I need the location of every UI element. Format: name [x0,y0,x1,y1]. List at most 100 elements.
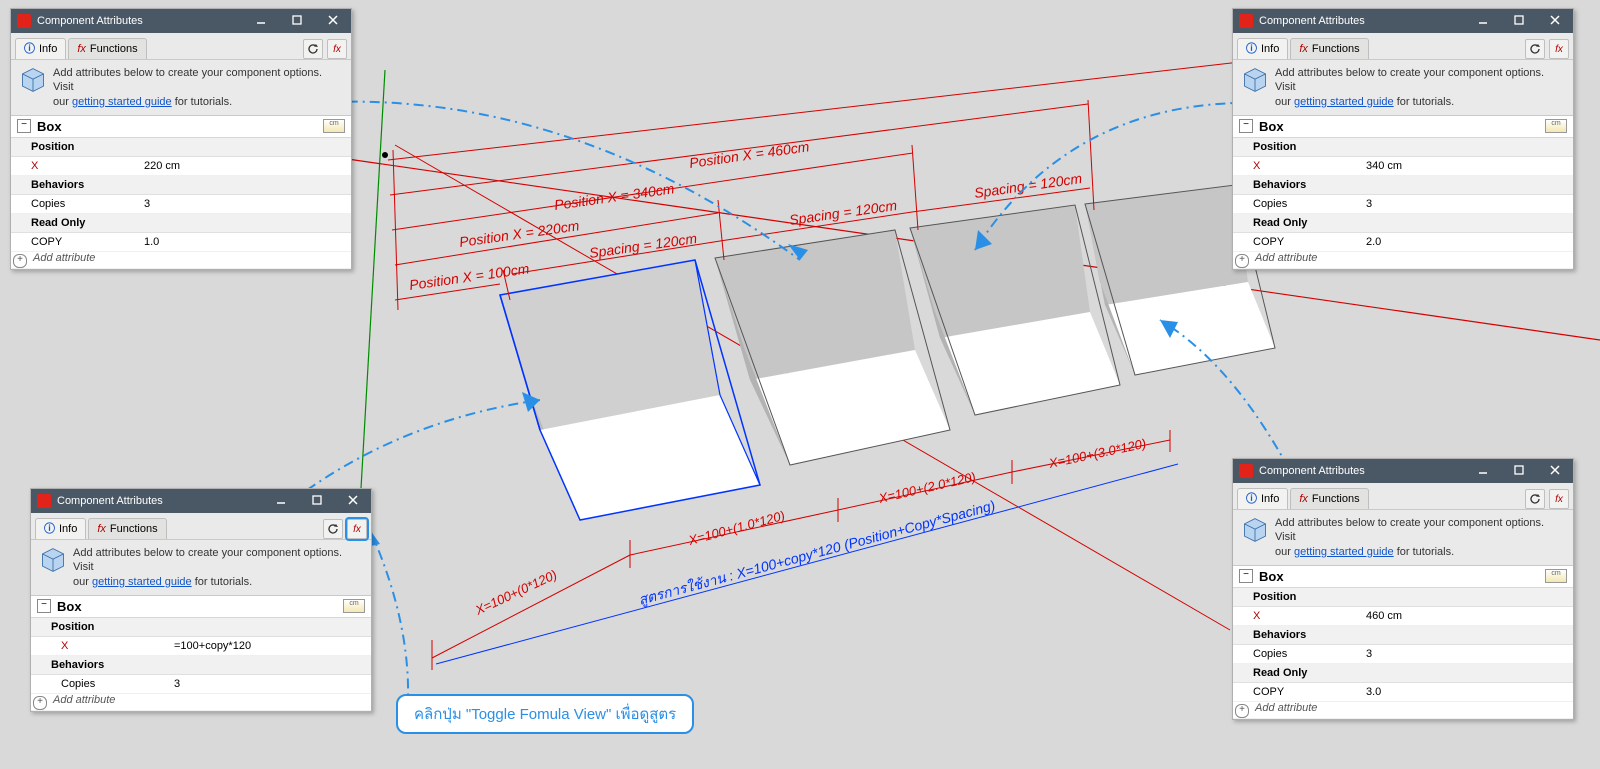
close-button[interactable] [1537,9,1573,33]
maximize-button[interactable] [1501,459,1537,483]
info-icon: ⓘ [1246,489,1257,509]
section-behaviors: Behaviors [31,656,371,675]
tab-functions[interactable]: fxFunctions [68,38,146,59]
app-logo-icon [1239,14,1253,28]
minimize-button[interactable] [263,489,299,513]
maximize-button[interactable] [279,9,315,33]
tab-info[interactable]: ⓘInfo [1237,38,1288,59]
collapse-toggle[interactable]: − [17,119,31,133]
tab-functions[interactable]: fxFunctions [1290,488,1368,509]
getting-started-link[interactable]: getting started guide [92,576,192,588]
toggle-formula-button[interactable]: fx [347,519,367,539]
collapse-toggle[interactable]: − [1239,119,1253,133]
svg-text:สูตรการใช้งาน : X=100+copy*120: สูตรการใช้งาน : X=100+copy*120 (Position… [637,497,997,609]
attr-row-x[interactable]: X220 cm [11,157,351,176]
tab-functions[interactable]: fxFunctions [1290,38,1368,59]
fx-icon: fx [353,524,361,535]
refresh-button[interactable] [1525,39,1545,59]
attr-row-copies[interactable]: Copies3 [11,195,351,214]
fx-icon: fx [1299,489,1308,509]
section-readonly: Read Only [1233,214,1573,233]
component-icon [39,546,67,574]
tab-info[interactable]: ⓘInfo [15,38,66,59]
plus-icon: + [1235,704,1249,718]
titlebar[interactable]: Component Attributes [11,9,351,33]
hint-text: Add attributes below to create your comp… [73,546,363,589]
getting-started-link[interactable]: getting started guide [1294,96,1394,108]
minimize-button[interactable] [243,9,279,33]
section-position: Position [11,138,351,157]
box-2 [715,230,950,465]
getting-started-link[interactable]: getting started guide [72,96,172,108]
maximize-button[interactable] [1501,9,1537,33]
component-name: Box [37,119,323,134]
add-attribute-row[interactable]: +Add attribute [31,694,371,711]
app-logo-icon [17,14,31,28]
refresh-button[interactable] [323,519,343,539]
close-button[interactable] [335,489,371,513]
svg-text:Position X = 460cm: Position X = 460cm [688,138,810,171]
fx-icon: fx [1555,494,1563,505]
titlebar[interactable]: Component Attributes [31,489,371,513]
section-behaviors: Behaviors [1233,626,1573,645]
tab-info[interactable]: ⓘInfo [35,518,86,539]
fx-icon: fx [333,44,341,55]
minimize-button[interactable] [1465,9,1501,33]
unit-indicator[interactable]: cm [1545,119,1567,133]
attr-row-copy[interactable]: COPY3.0 [1233,683,1573,702]
minimize-button[interactable] [1465,459,1501,483]
panel-top-right: Component Attributes ⓘInfo fxFunctions f… [1232,8,1574,270]
section-position: Position [1233,588,1573,607]
titlebar[interactable]: Component Attributes [1233,9,1573,33]
attr-row-copies[interactable]: Copies3 [1233,195,1573,214]
close-button[interactable] [1537,459,1573,483]
unit-indicator[interactable]: cm [1545,569,1567,583]
window-title: Component Attributes [57,489,263,513]
section-position: Position [1233,138,1573,157]
svg-text:X=100+(1.0*120): X=100+(1.0*120) [686,508,787,548]
attr-row-copy[interactable]: COPY1.0 [11,233,351,252]
window-title: Component Attributes [1259,459,1465,483]
info-icon: ⓘ [24,39,35,59]
tab-functions[interactable]: fxFunctions [88,518,166,539]
attr-row-copies[interactable]: Copies3 [1233,645,1573,664]
component-name: Box [1259,569,1545,584]
refresh-button[interactable] [303,39,323,59]
component-icon [19,66,47,94]
add-attribute-row[interactable]: +Add attribute [11,252,351,269]
titlebar[interactable]: Component Attributes [1233,459,1573,483]
component-name: Box [1259,119,1545,134]
toggle-formula-button[interactable]: fx [1549,39,1569,59]
collapse-toggle[interactable]: − [1239,569,1253,583]
refresh-button[interactable] [1525,489,1545,509]
attr-row-x[interactable]: X340 cm [1233,157,1573,176]
collapse-toggle[interactable]: − [37,599,51,613]
add-attribute-row[interactable]: +Add attribute [1233,702,1573,719]
toggle-formula-button[interactable]: fx [327,39,347,59]
callout-toggle-formula: คลิกปุ่ม "Toggle Fomula View" เพื่อดูสูต… [396,694,694,734]
app-logo-icon [1239,464,1253,478]
plus-icon: + [13,254,27,268]
hint-text: Add attributes below to create your comp… [53,66,343,109]
maximize-button[interactable] [299,489,335,513]
attr-row-x[interactable]: X=100+copy*120 [31,637,371,656]
svg-text:X=100+(2.0*120): X=100+(2.0*120) [876,469,977,506]
toggle-formula-button[interactable]: fx [1549,489,1569,509]
hint-text: Add attributes below to create your comp… [1275,66,1565,109]
attr-row-copies[interactable]: Copies3 [31,675,371,694]
attr-row-copy[interactable]: COPY2.0 [1233,233,1573,252]
close-button[interactable] [315,9,351,33]
add-attribute-row[interactable]: +Add attribute [1233,252,1573,269]
getting-started-link[interactable]: getting started guide [1294,546,1394,558]
panel-bottom-left: Component Attributes ⓘInfo fxFunctions f… [30,488,372,712]
svg-text:Position X = 340cm: Position X = 340cm [553,180,675,213]
section-behaviors: Behaviors [11,176,351,195]
fx-icon: fx [1555,44,1563,55]
component-icon [1241,516,1269,544]
fx-icon: fx [77,39,86,59]
component-icon [1241,66,1269,94]
tab-info[interactable]: ⓘInfo [1237,488,1288,509]
unit-indicator[interactable]: cm [343,599,365,613]
unit-indicator[interactable]: cm [323,119,345,133]
attr-row-x[interactable]: X460 cm [1233,607,1573,626]
